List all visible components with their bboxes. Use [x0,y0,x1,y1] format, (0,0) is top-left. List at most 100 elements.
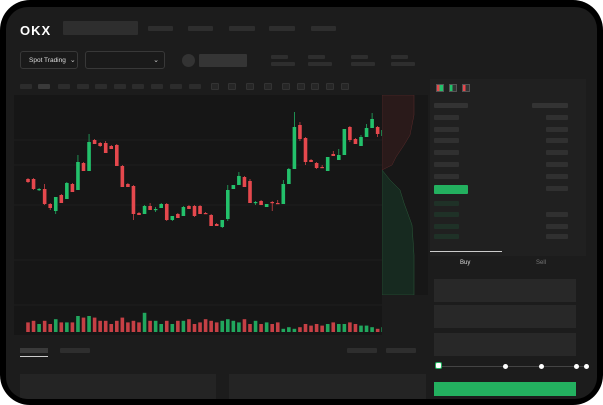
total-input[interactable] [434,333,576,356]
stat-label [271,55,288,59]
tool-icon[interactable] [282,83,290,90]
tool-icon[interactable] [264,83,272,90]
volume-bar [76,316,80,332]
slider-mark-25[interactable] [503,364,508,369]
candle [209,215,213,226]
orderbook-both-icon[interactable] [436,84,444,92]
filter-button[interactable] [347,348,377,353]
candle [37,189,41,191]
price-input[interactable] [434,279,576,302]
candle [120,166,125,187]
bid-price [434,212,459,217]
volume-bar [153,320,158,332]
volume-bar [115,320,119,332]
stat-value [351,62,375,66]
search-placeholder[interactable] [63,21,138,35]
stat-value [308,62,332,66]
bid-price [434,224,459,229]
active-tab-indicator [430,251,502,252]
tool-icon[interactable] [246,83,254,90]
nav-item[interactable] [229,26,255,31]
volume-bar [37,324,41,332]
orderbook-bids-icon[interactable] [449,84,457,92]
bid-price [434,234,459,239]
volume-bar [126,322,130,332]
timeframe-button[interactable] [189,84,201,89]
tool-icon[interactable] [297,83,305,90]
timeframe-button[interactable] [77,84,89,89]
amount-input[interactable] [434,305,576,328]
filter-button[interactable] [386,348,416,353]
candle [253,202,258,204]
tab-open-orders[interactable] [20,348,48,353]
volume-bar [209,320,213,332]
pair-dropdown[interactable]: ⌄ [85,51,165,69]
volume-bar [98,320,102,332]
volume-bar [381,327,382,332]
active-tab-indicator [20,356,48,357]
timeframe-button[interactable] [95,84,107,89]
candle [70,184,75,192]
volume-bar [159,324,163,332]
volume-bar [131,320,136,332]
candle [109,146,114,149]
slider-track[interactable] [438,366,588,367]
timeframe-button[interactable] [58,84,70,89]
timeframe-button[interactable] [38,84,50,89]
volume-bar [248,324,252,332]
header-amount [532,103,568,108]
nav-item[interactable] [188,26,213,31]
volume-bar [242,319,247,332]
volume-bar [120,317,125,332]
candle [331,154,336,156]
candle [309,160,313,162]
buy-button[interactable] [434,382,576,396]
candle [364,128,369,137]
timeframe-button[interactable] [114,84,126,89]
volume-bar [109,324,114,332]
tab-history[interactable] [60,348,90,353]
nav-item[interactable] [269,26,295,31]
volume-bar [353,324,358,332]
last-price [434,185,468,194]
volume-bar [198,322,202,332]
slider-handle[interactable] [435,362,442,369]
trade-tabs: Buy Sell [430,251,588,273]
volume-bar [220,320,225,332]
timeframe-button[interactable] [151,84,163,89]
nav-item[interactable] [311,26,336,31]
orderbook-asks-icon[interactable] [462,84,470,92]
volume-bar [87,316,91,332]
candle [370,119,374,128]
slider-mark-75[interactable] [574,364,579,369]
tool-icon[interactable] [211,83,219,90]
candle [275,203,280,205]
candle [65,183,69,199]
bid-amount [546,212,568,217]
volume-bar [325,324,330,332]
tool-icon[interactable] [341,83,349,90]
timeframe-button[interactable] [132,84,144,89]
slider-mark-50[interactable] [539,364,544,369]
volume-bar [81,317,86,332]
volume-bar [231,320,236,332]
stat-label [308,55,325,59]
timeframe-button[interactable] [170,84,182,89]
tab-buy[interactable]: Buy [460,260,471,266]
tab-sell[interactable]: Sell [536,260,547,266]
timeframe-button[interactable] [20,84,32,89]
tool-icon[interactable] [228,83,236,90]
ask-price [434,115,459,120]
slider-mark-100[interactable] [584,364,589,369]
volume-bar [298,327,302,332]
tool-icon[interactable] [326,83,334,90]
candle [181,207,186,216]
volume-bar [264,322,269,332]
volume-bar [359,325,363,332]
candle [198,206,202,214]
nav-item[interactable] [148,26,173,31]
tool-icon[interactable] [311,83,319,90]
market-dropdown[interactable]: Spot Trading ⌄ [20,51,78,69]
volume-bar [70,322,75,332]
volume-bar [314,324,319,332]
